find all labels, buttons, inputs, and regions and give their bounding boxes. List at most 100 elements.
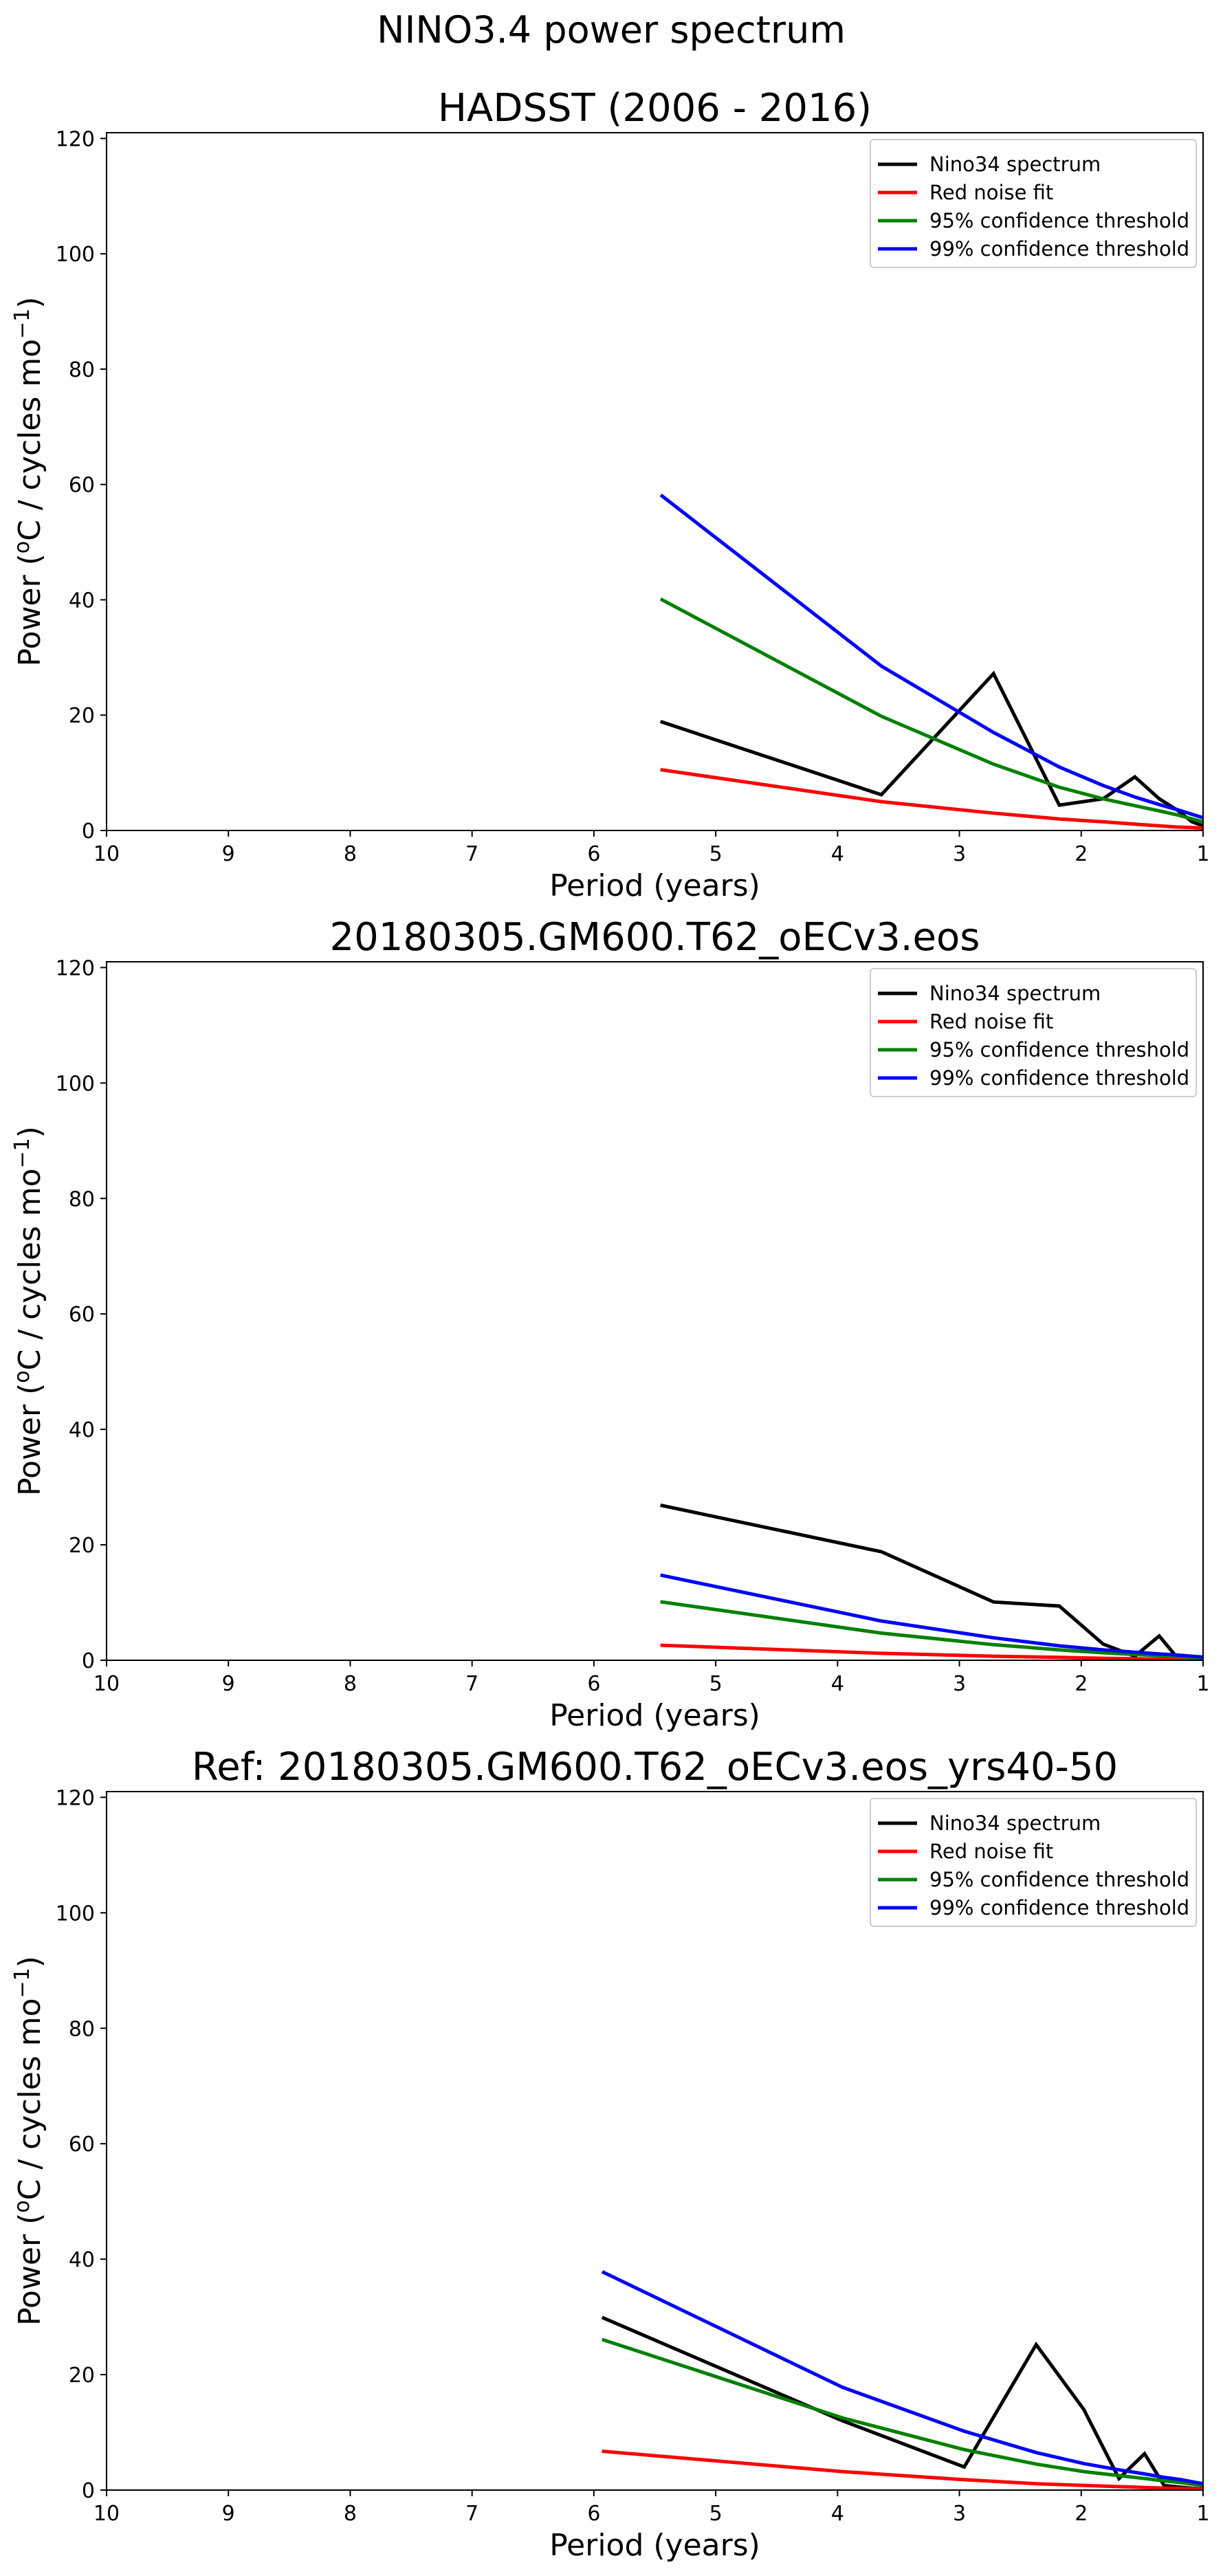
figure-suptitle: NINO3.4 power spectrum	[377, 8, 846, 52]
y-axis-label: Power (oC / cycles mo−1)	[10, 1126, 47, 1496]
series-group	[659, 493, 1203, 830]
x-tick-label: 10	[93, 2502, 120, 2526]
y-axis-label-part: C / cycles mo	[12, 1168, 47, 1370]
y-axis-label-part: )	[12, 1126, 47, 1138]
legend-box	[870, 139, 1197, 268]
y-tick-label: 80	[69, 358, 95, 382]
y-axis-label-superscript: o	[10, 1370, 34, 1383]
y-tick-label: 60	[69, 474, 95, 498]
series-line-2	[660, 768, 1203, 830]
y-tick-label: 40	[69, 588, 95, 613]
x-tick-label: 9	[222, 1672, 235, 1696]
y-tick-label: 20	[69, 1534, 95, 1558]
y-axis-label: Power (oC / cycles mo−1)	[10, 297, 47, 667]
y-tick-label: 20	[69, 2364, 95, 2388]
y-axis-label-part: )	[12, 1956, 47, 1968]
legend-label: 95% confidence threshold	[929, 1038, 1189, 1061]
y-tick-label: 100	[56, 1072, 95, 1096]
y-tick-label: 20	[69, 704, 95, 728]
y-tick-label: 120	[56, 127, 95, 151]
legend-label: 99% confidence threshold	[929, 237, 1189, 261]
panels: HADSST (2006 - 2016)10 9 8 7 6 5 4 3 2 1020406080…	[10, 86, 1210, 2563]
legend-label: Nino34 spectrum	[929, 1812, 1101, 1835]
x-tick-label: 7	[465, 2502, 478, 2526]
legend-label: 95% confidence threshold	[929, 1868, 1189, 1891]
legend-label: 99% confidence threshold	[929, 1896, 1189, 1919]
y-tick-label: 60	[69, 1303, 95, 1327]
y-axis-label-superscript: o	[10, 541, 34, 553]
series-group	[660, 1504, 1203, 1660]
x-tick-label: 4	[831, 2502, 844, 2526]
legend-label: 99% confidence threshold	[929, 1066, 1189, 1090]
series-line-4	[660, 1573, 1203, 1659]
series-line-3	[659, 597, 1203, 824]
y-tick-label: 100	[56, 1902, 95, 1926]
x-tick-label: 8	[344, 842, 357, 866]
axes-frame	[106, 1791, 1204, 2491]
y-axis-label-part: Power (	[12, 1383, 47, 1496]
series-line-4	[601, 2270, 1203, 2486]
x-tick-label: 3	[953, 1672, 966, 1696]
chart-title: 20180305.GM600.T62_oECv3.eos	[330, 915, 980, 960]
y-tick-label: 60	[69, 2133, 95, 2157]
y-tick-label: 0	[82, 2479, 95, 2503]
legend-box	[870, 968, 1197, 1097]
x-axis-label: Period (years)	[549, 1698, 760, 1733]
legend-box	[870, 1798, 1197, 1927]
y-axis-label-superscript: −1	[10, 309, 34, 339]
x-tick-label: 5	[709, 1672, 723, 1696]
x-tick-label: 5	[709, 842, 723, 866]
y-axis-label-part: C / cycles mo	[12, 1998, 47, 2200]
y-axis-label-part: Power (	[12, 553, 47, 666]
x-tick-label: 1	[1196, 842, 1209, 866]
x-tick-label: 2	[1075, 842, 1088, 866]
y-tick-label: 100	[56, 243, 95, 267]
y-tick-label: 80	[69, 1187, 95, 1211]
x-tick-label: 4	[831, 842, 844, 866]
x-tick-label: 6	[587, 1672, 600, 1696]
x-tick-label: 5	[709, 2502, 723, 2526]
axes-frame	[106, 961, 1204, 1661]
x-axis-label: Period (years)	[549, 2528, 760, 2563]
legend-label: Red noise fit	[929, 1010, 1053, 1033]
chart-title: HADSST (2006 - 2016)	[438, 86, 872, 131]
x-tick-label: 9	[222, 842, 235, 866]
legend-label: Nino34 spectrum	[929, 153, 1101, 176]
y-tick-label: 40	[69, 1418, 95, 1442]
x-axis-label: Period (years)	[549, 868, 760, 903]
series-group	[601, 2270, 1203, 2490]
x-tick-label: 2	[1075, 2502, 1088, 2526]
x-tick-label: 6	[587, 842, 600, 866]
legend-label: Nino34 spectrum	[929, 982, 1101, 1005]
y-tick-label: 120	[56, 956, 95, 980]
y-tick-label: 80	[69, 2017, 95, 2041]
x-tick-label: 10	[93, 842, 120, 866]
legend-label: Red noise fit	[929, 181, 1053, 204]
y-axis-label-part: C / cycles mo	[12, 339, 47, 541]
x-tick-label: 3	[953, 2502, 966, 2526]
x-tick-label: 6	[587, 2502, 600, 2526]
series-line-2	[602, 2449, 1203, 2490]
x-tick-label: 2	[1075, 1672, 1088, 1696]
legend: Nino34 spectrum Red noise fit 95% confiden…	[870, 968, 1197, 1097]
y-axis-label-superscript: o	[10, 2200, 34, 2212]
x-tick-label: 8	[344, 1672, 357, 1696]
y-tick-label: 40	[69, 2248, 95, 2272]
chart-panel-1: HADSST (2006 - 2016)10 9 8 7 6 5 4 3 2 1020406080…	[10, 86, 1210, 903]
x-tick-label: 8	[344, 2502, 357, 2526]
legend-label: Red noise fit	[929, 1840, 1053, 1863]
y-axis-label-part: Power (	[12, 2213, 47, 2326]
x-tick-label: 7	[465, 842, 478, 866]
series-line-4	[659, 493, 1203, 820]
series-line-3	[601, 2337, 1203, 2487]
axes-frame	[106, 132, 1204, 831]
x-tick-label: 4	[831, 1672, 844, 1696]
x-tick-label: 1	[1196, 1672, 1209, 1696]
legend: Nino34 spectrum Red noise fit 95% confiden…	[870, 139, 1197, 268]
y-tick-label: 120	[56, 1786, 95, 1810]
y-tick-label: 0	[82, 1649, 95, 1673]
y-tick-label: 0	[82, 819, 95, 844]
